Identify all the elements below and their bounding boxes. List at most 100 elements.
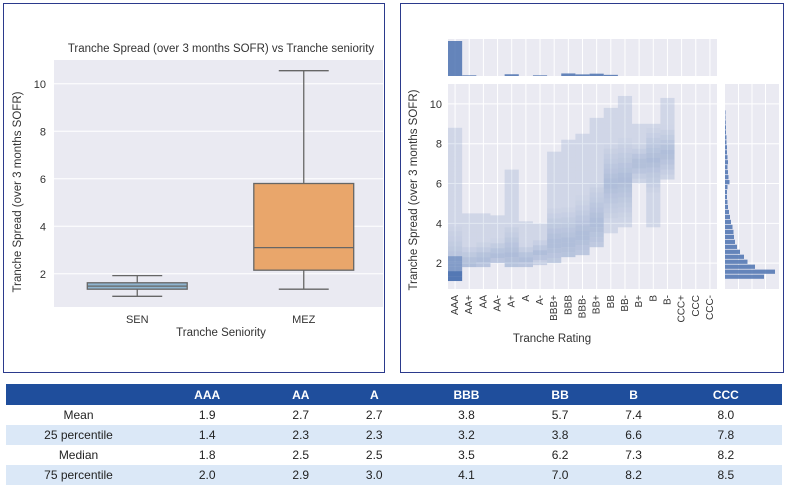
- heatmap-cell: [589, 232, 604, 238]
- marginal-y-bar: [725, 224, 733, 230]
- table-cell: 8.5: [669, 465, 782, 485]
- heatmap-cell: [476, 242, 491, 248]
- heatmap-cell: [646, 212, 661, 218]
- heatmap-cell: [448, 271, 463, 277]
- heatmap-cell: [504, 202, 519, 208]
- heatmap-ticks: AAA AA+ AA AA- A+ A A- BBB+ BBB BBB- BB+ BB BB- B+ B B-…: [430, 99, 716, 323]
- heatmap-cell: [617, 152, 633, 158]
- heatmap-cell: [589, 237, 604, 243]
- heatmap-cell: [589, 182, 604, 188]
- table-cell: 2.3: [263, 425, 339, 445]
- heatmap-cell: [589, 187, 604, 193]
- boxplot-gridlines: [54, 83, 387, 275]
- heatmap-cell: [575, 245, 590, 251]
- heatmap-cell: [646, 207, 661, 213]
- heatmap-cell: [547, 233, 562, 239]
- heatmap-cell: [660, 164, 675, 170]
- table-cell: 8.2: [669, 445, 782, 465]
- table-cell: 8.0: [669, 405, 782, 425]
- heatmap-cell: [448, 231, 463, 237]
- heatmap-cell: [532, 255, 548, 261]
- heatmap-cell: [575, 175, 590, 181]
- heatmap-cell: [603, 188, 618, 194]
- heatmap-cell: [490, 215, 505, 219]
- table-header-ccc: CCC: [669, 384, 782, 405]
- heatmap-cell: [660, 129, 675, 135]
- heatmap-cell: [448, 236, 463, 242]
- heatmap-cell: [646, 132, 661, 138]
- heatmap-cell: [462, 232, 477, 238]
- heatmap-cell: [589, 132, 604, 138]
- table-cell: 3.5: [410, 445, 523, 465]
- heatmap-cell: [476, 227, 491, 233]
- heatmap-cell: [617, 147, 633, 153]
- table-row-label: 25 percentile: [6, 425, 151, 445]
- table-cell: 2.5: [263, 445, 339, 465]
- heatmap-cell: [504, 237, 519, 243]
- marginal-x-bar: [462, 75, 477, 76]
- heatmap-cell: [646, 177, 661, 183]
- heatmap-cell: [547, 248, 562, 254]
- marginal-y-bar: [725, 185, 728, 190]
- heatmap-cell: [504, 212, 519, 218]
- marginal-y-bar: [725, 274, 764, 279]
- heatmap-cell: [603, 148, 618, 154]
- heatmap-x-tick-label: CCC: [691, 295, 702, 317]
- heatmap-cell: [462, 213, 477, 218]
- heatmap-x-tick-label: BBB: [563, 295, 574, 315]
- heatmap-cell: [504, 169, 519, 173]
- heatmap-cell: [603, 113, 618, 119]
- heatmap-x-tick-label: A: [521, 295, 532, 302]
- heatmap-cell: [462, 237, 477, 243]
- heatmap-cell: [448, 151, 463, 157]
- heatmap-cell: [547, 193, 562, 199]
- heatmap-cell: [561, 202, 576, 208]
- heatmap-cell: [617, 107, 633, 113]
- heatmap-cell: [504, 182, 519, 188]
- heatmap-cell: [575, 140, 590, 146]
- heatmap-x-tick-label: B-: [662, 295, 673, 305]
- table-cell: 7.0: [522, 465, 598, 485]
- heatmap-cell: [589, 162, 604, 168]
- heatmap-cell: [617, 122, 633, 128]
- heatmap-cell: [603, 183, 618, 189]
- heatmap-cell: [504, 172, 519, 178]
- heatmap-cell: [504, 192, 519, 198]
- heatmap-cell: [617, 187, 633, 193]
- boxplot-x-tick-label: MEZ: [292, 314, 316, 326]
- heatmap-cell: [575, 135, 590, 141]
- heatmap-cell: [448, 216, 463, 222]
- heatmap-cell: [532, 260, 548, 266]
- heatmap-cell: [448, 146, 463, 152]
- heatmap-cell: [504, 222, 519, 228]
- heatmap-cell: [547, 243, 562, 249]
- table-cell: 3.8: [410, 405, 523, 425]
- heatmap-cell: [575, 205, 590, 211]
- heatmap-cell: [617, 207, 633, 213]
- heatmap-cell: [617, 127, 633, 133]
- heatmap-cell: [547, 218, 562, 224]
- heatmap-cell: [575, 240, 590, 246]
- marginal-y-bar: [725, 269, 775, 274]
- heatmap-cell: [603, 143, 618, 149]
- heatmap-cell: [660, 99, 675, 105]
- heatmap-cell: [448, 221, 463, 227]
- table-header-a: A: [338, 384, 411, 405]
- marginal-y-bar: [725, 244, 737, 249]
- heatmap-cell: [603, 107, 618, 109]
- heatmap-cell: [575, 155, 590, 161]
- heatmap-cell: [617, 222, 633, 228]
- table-body: Mean 1.9 2.7 2.7 3.8 5.7 7.4 8.0 25 percentile 1.…: [6, 405, 782, 485]
- heatmap-cell: [462, 217, 477, 223]
- marginal-y-bar: [725, 239, 735, 244]
- heatmap-cell: [575, 195, 590, 201]
- heatmap-cell: [589, 177, 604, 183]
- heatmap-cell: [646, 217, 661, 223]
- heatmap-cell: [547, 203, 562, 209]
- heatmap-cell: [589, 167, 604, 173]
- marginal-y-bar: [725, 194, 727, 200]
- marginal-y-bar: [725, 125, 726, 130]
- boxplot-chart: 2 4 6 8 10 SEN MEZ Tranche Spread (over 3 mont…: [12, 43, 387, 339]
- heatmap-cell: [660, 174, 675, 180]
- heatmap-cell: [603, 118, 618, 124]
